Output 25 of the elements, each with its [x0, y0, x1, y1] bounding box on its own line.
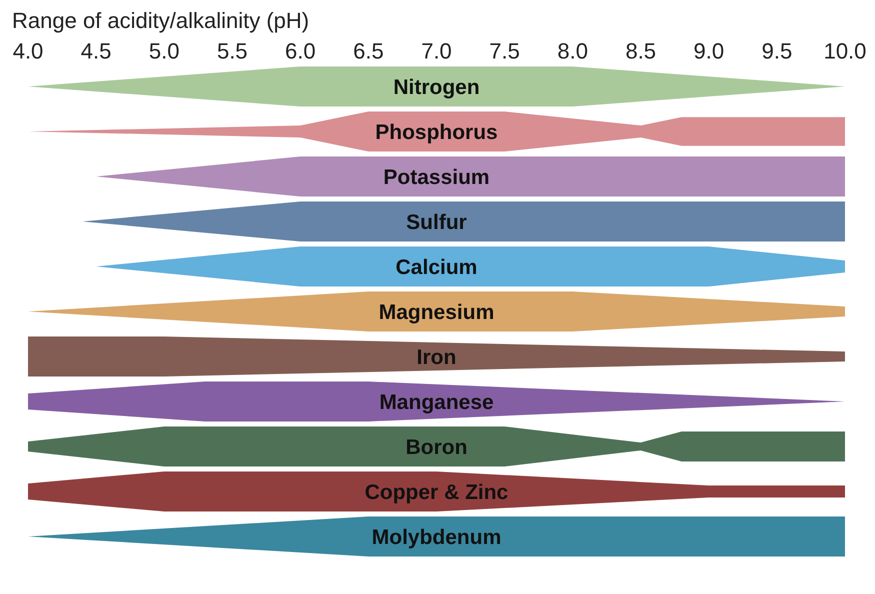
x-tick-label: 5.0 [148, 38, 180, 64]
x-tick-label: 9.5 [762, 38, 792, 64]
series-label: Copper & Zinc [364, 480, 509, 504]
series-label: Phosphorus [375, 120, 498, 144]
x-tick-label: 5.5 [216, 38, 248, 64]
series-label: Potassium [383, 166, 490, 189]
x-tick-label: 7.0 [421, 38, 452, 64]
x-tick-label: 10.0 [824, 38, 866, 64]
series-label: Manganese [379, 390, 494, 414]
x-tick-label: 6.0 [285, 38, 316, 64]
x-tick-label: 9.0 [694, 38, 724, 64]
series-label: Magnesium [378, 300, 494, 324]
series-label: Sulfur [406, 210, 467, 234]
series-label: Boron [406, 436, 468, 459]
series-label: Molybdenum [372, 526, 502, 549]
x-tick-label: 6.5 [353, 38, 384, 64]
x-tick-label: 7.5 [489, 38, 520, 64]
x-axis-title: Range of acidity/alkalinity (pH) [12, 8, 310, 34]
series-label: Calcium [396, 256, 478, 279]
x-tick-label: 4.0 [12, 38, 44, 64]
series-label: Nitrogen [393, 76, 480, 99]
x-tick-label: 8.0 [557, 38, 588, 64]
x-tick-label: 4.5 [80, 38, 112, 64]
x-tick-label: 8.5 [625, 38, 656, 64]
series-label: Iron [416, 346, 456, 369]
